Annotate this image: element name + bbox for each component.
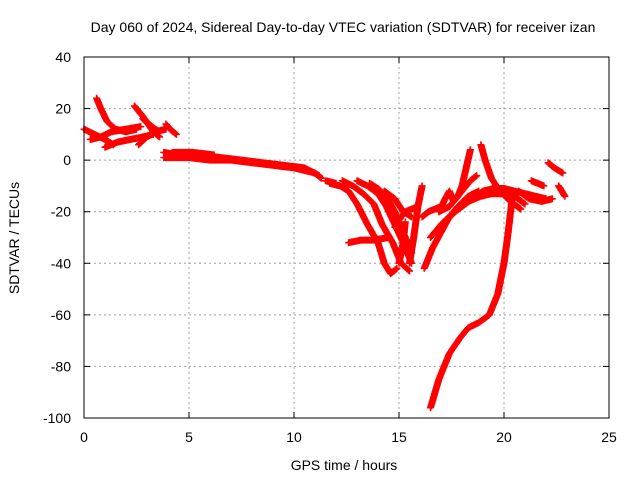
x-tick-label: 20 bbox=[496, 429, 512, 445]
axis-ticks: 0 5 10 15 20 25 40 20 0 -20 -40 -60 -80 -100 bbox=[43, 49, 617, 445]
data-point-markers bbox=[418, 203, 445, 221]
series-t33 bbox=[544, 159, 567, 177]
series-t11 bbox=[168, 148, 218, 159]
data-points bbox=[80, 94, 569, 412]
series-t31 bbox=[515, 187, 556, 205]
data-point-markers bbox=[406, 182, 426, 267]
data-point-markers bbox=[544, 159, 567, 177]
y-tick-label: 40 bbox=[55, 49, 71, 65]
series-t34 bbox=[555, 182, 569, 200]
data-point-markers bbox=[93, 94, 140, 136]
series-t27 bbox=[418, 203, 445, 221]
y-tick-label: -60 bbox=[51, 307, 71, 323]
y-tick-label: -80 bbox=[51, 358, 71, 374]
y-tick-label: -40 bbox=[51, 255, 71, 271]
series-t24 bbox=[433, 190, 506, 236]
data-point-markers bbox=[435, 172, 481, 216]
y-tick-label: 0 bbox=[63, 152, 71, 168]
data-point-markers bbox=[162, 120, 180, 138]
series-t03 bbox=[93, 94, 140, 136]
y-tick-label: -100 bbox=[43, 410, 71, 426]
data-point-markers bbox=[555, 182, 569, 200]
plot-frame bbox=[83, 56, 610, 419]
data-point-markers bbox=[433, 190, 506, 236]
x-tick-label: 10 bbox=[286, 429, 302, 445]
y-tick-label: 20 bbox=[55, 101, 71, 117]
chart-title: Day 060 of 2024, Sidereal Day-to-day VTE… bbox=[91, 19, 596, 35]
series-t07 bbox=[139, 115, 164, 136]
data-point-markers bbox=[345, 234, 392, 247]
data-point-markers bbox=[160, 154, 325, 182]
data-point-markers bbox=[168, 148, 218, 159]
series-t13 bbox=[326, 179, 401, 278]
series-t28 bbox=[427, 192, 516, 412]
x-axis-label: GPS time / hours bbox=[291, 457, 398, 473]
data-point-markers bbox=[527, 177, 548, 190]
data-point-markers bbox=[515, 187, 556, 205]
data-point-markers bbox=[326, 179, 401, 278]
series-t32 bbox=[527, 177, 548, 190]
series-t20 bbox=[395, 218, 409, 267]
series-t17 bbox=[345, 234, 392, 247]
x-tick-label: 25 bbox=[601, 429, 617, 445]
series-t21 bbox=[406, 182, 426, 267]
data-point-markers bbox=[395, 218, 409, 267]
series-t10 bbox=[160, 154, 325, 182]
x-tick-label: 5 bbox=[185, 429, 193, 445]
y-tick-label: -20 bbox=[51, 204, 71, 220]
series-t08 bbox=[162, 120, 180, 138]
data-point-markers bbox=[427, 192, 516, 412]
x-tick-label: 15 bbox=[391, 429, 407, 445]
data-point-markers bbox=[139, 115, 164, 136]
series-t26 bbox=[435, 172, 481, 216]
y-axis-label: SDTVAR / TECUs bbox=[6, 182, 22, 294]
x-tick-label: 0 bbox=[80, 429, 88, 445]
